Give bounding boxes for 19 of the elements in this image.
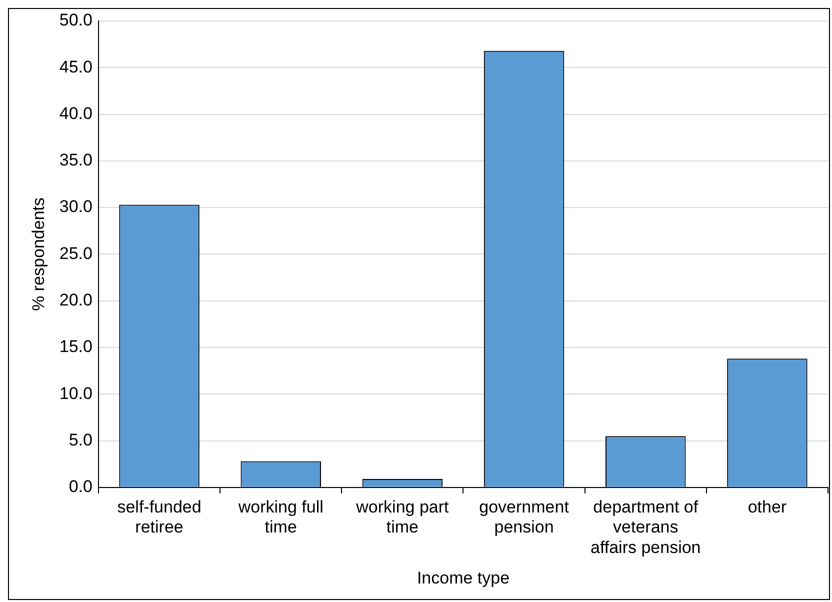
y-tick-label: 50.0 [59, 10, 92, 30]
x-tick-label: working part time [355, 497, 450, 537]
y-tick-label: 40.0 [59, 104, 92, 123]
x-tick-label: department of veterans affairs pension [590, 497, 701, 558]
y-tick-label: 10.0 [59, 384, 92, 403]
y-tick-label: 30.0 [59, 197, 92, 216]
y-tick-label: 5.0 [68, 430, 92, 450]
x-axis-title: Income type [416, 568, 510, 588]
y-tick-label: 45.0 [59, 57, 92, 76]
y-tick-label: 15.0 [59, 337, 92, 356]
y-tick-label: 20.0 [59, 290, 92, 310]
x-tick-label: other [748, 497, 787, 516]
y-tick-label: 35.0 [59, 150, 92, 170]
y-tick-label: 0.0 [68, 477, 92, 496]
x-tick-label: government pension [479, 497, 570, 537]
y-tick-label: 25.0 [59, 244, 92, 263]
x-tick-label: self-funded retiree [117, 497, 202, 537]
x-tick-label: working full time [237, 497, 324, 537]
y-axis-title: % respondents [28, 197, 48, 311]
